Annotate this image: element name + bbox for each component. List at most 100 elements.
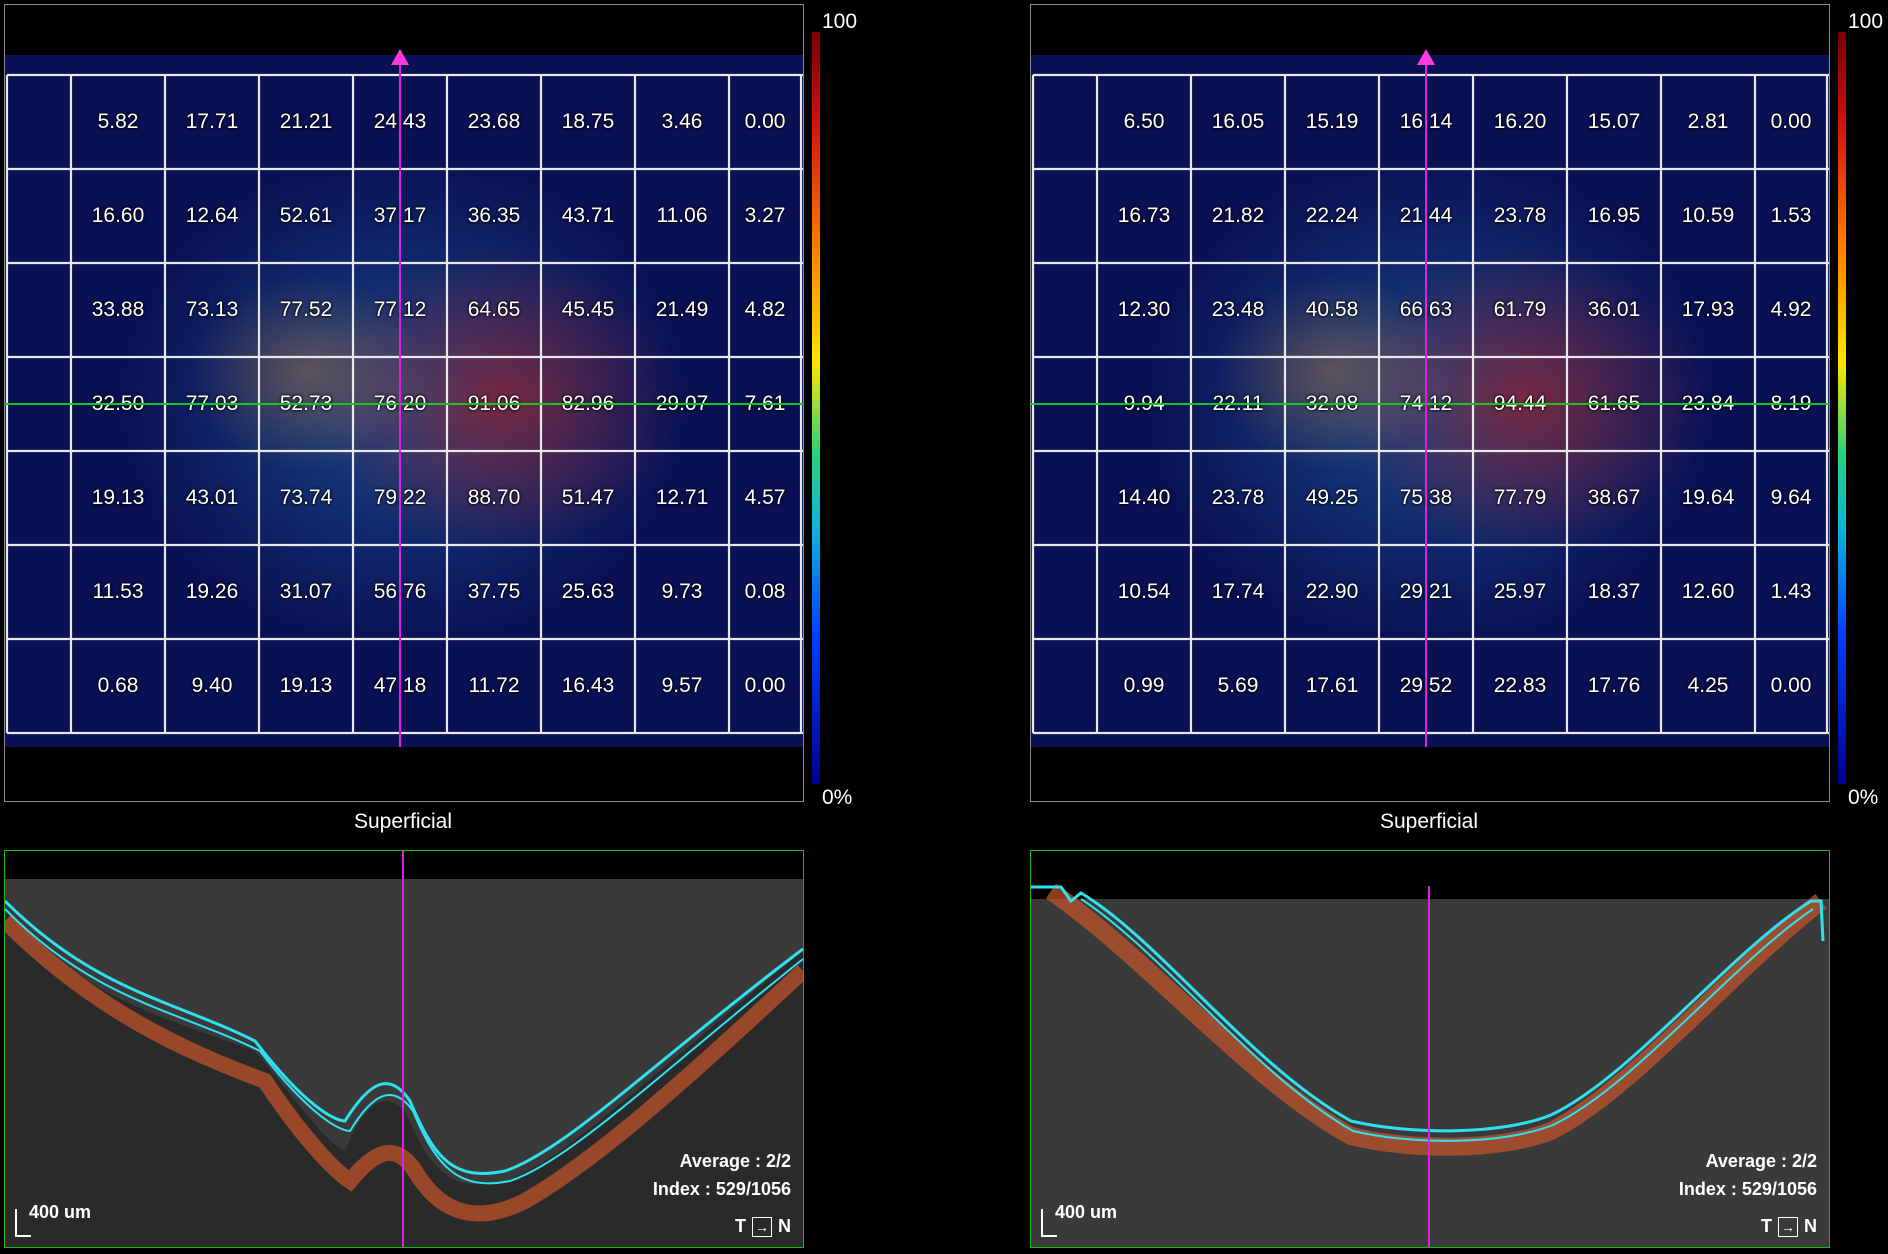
grid-cell-value: 18.75 bbox=[561, 110, 615, 133]
grid-cell-value: 5.69 bbox=[1217, 674, 1259, 697]
horizontal-scan-line bbox=[1031, 403, 1829, 405]
grid-cell-value: 38.67 bbox=[1587, 486, 1641, 509]
grid-cell-value: 16.95 bbox=[1587, 204, 1641, 227]
average-label: Average : 2/2 bbox=[679, 1151, 791, 1171]
grid-cell-value: 37.75 bbox=[467, 580, 521, 603]
grid-cell-value: 0.00 bbox=[1770, 110, 1812, 133]
grid-cell-value: 43.71 bbox=[561, 204, 615, 227]
arrow-right-icon: → bbox=[752, 1216, 772, 1237]
colorbar bbox=[1838, 32, 1846, 784]
grid-cell-value: 16.43 bbox=[561, 674, 615, 697]
grid-cell-value: 4.25 bbox=[1687, 674, 1729, 697]
grid-cell-value: 11.53 bbox=[92, 580, 144, 603]
grid-cell-value: 10.54 bbox=[1117, 580, 1171, 603]
grid-cell-value: 19.13 bbox=[279, 674, 333, 697]
grid-cell-value: 4.82 bbox=[744, 298, 786, 321]
temporal-label: T bbox=[1761, 1216, 1772, 1236]
grid-cell-value: 11.72 bbox=[468, 674, 520, 697]
grid-cell-value: 19.13 bbox=[91, 486, 145, 509]
grid-cell-value: 22.24 bbox=[1305, 204, 1359, 227]
grid-cell-value: 36.01 bbox=[1587, 298, 1641, 321]
grid-cell-value: 23.68 bbox=[467, 110, 521, 133]
grid-cell-value: 10.59 bbox=[1681, 204, 1735, 227]
grid-cell-value: 51.47 bbox=[561, 486, 615, 509]
grid-cell-value: 0.00 bbox=[744, 110, 786, 133]
grid-cell-value: 19.26 bbox=[185, 580, 239, 603]
grid-cell-value: 88.70 bbox=[467, 486, 521, 509]
grid-cell-value: 17.93 bbox=[1681, 298, 1735, 321]
grid-cell-value: 16.05 bbox=[1211, 110, 1265, 133]
grid-cell-value: 0.99 bbox=[1123, 674, 1165, 697]
grid-cell-value: 0.08 bbox=[744, 580, 786, 603]
vertical-scan-line[interactable] bbox=[1425, 55, 1427, 747]
grid-cell-value: 9.40 bbox=[191, 674, 233, 697]
orientation-indicator: T → N bbox=[1761, 1216, 1817, 1237]
grid-cell-value: 4.57 bbox=[744, 486, 786, 509]
colorbar-max: 100 bbox=[822, 10, 858, 33]
grid-cell-value: 23.78 bbox=[1211, 486, 1265, 509]
layer-label: Superficial bbox=[1379, 810, 1479, 833]
grid-cell-value: 17.76 bbox=[1587, 674, 1641, 697]
grid-cell-value: 15.07 bbox=[1587, 110, 1641, 133]
grid-cell-value: 11.06 bbox=[656, 204, 708, 227]
scale-label: 400 um bbox=[29, 1202, 92, 1222]
angiography-map[interactable]: 6.5016.0515.1916.1416.2015.072.810.0016.… bbox=[1030, 4, 1830, 802]
grid-cell-value: 14.40 bbox=[1117, 486, 1171, 509]
angiography-map[interactable]: 5.8217.7121.2124.4323.6818.753.460.0016.… bbox=[4, 4, 804, 802]
grid-cell-value: 12.60 bbox=[1681, 580, 1735, 603]
right-eye-panel: 6.5016.0515.1916.1416.2015.072.810.0016.… bbox=[1026, 0, 1888, 1254]
index-label: Index : 529/1056 bbox=[652, 1179, 791, 1199]
grid-cell-value: 12.64 bbox=[185, 204, 239, 227]
grid-cell-value: 22.83 bbox=[1493, 674, 1547, 697]
grid-cell-value: 16.73 bbox=[1117, 204, 1171, 227]
grid-cell-value: 15.19 bbox=[1305, 110, 1359, 133]
temporal-label: T bbox=[735, 1216, 746, 1236]
bscan-view[interactable]: Average : 2/2 Index : 529/1056 400 um T … bbox=[1030, 850, 1830, 1248]
grid-cell-value: 3.27 bbox=[744, 204, 786, 227]
grid-cell-value: 64.65 bbox=[467, 298, 521, 321]
colorbar-min: 0% bbox=[822, 786, 853, 809]
layer-label: Superficial bbox=[353, 810, 453, 833]
grid-cell-value: 9.57 bbox=[661, 674, 703, 697]
grid-cell-value: 3.46 bbox=[661, 110, 703, 133]
nasal-label: N bbox=[1804, 1216, 1817, 1236]
bscan-image bbox=[1031, 883, 1829, 1247]
grid-cell-value: 22.90 bbox=[1305, 580, 1359, 603]
grid-cell-value: 9.73 bbox=[661, 580, 703, 603]
scan-position-marker-icon[interactable] bbox=[391, 49, 409, 65]
scale-bar-icon bbox=[15, 1209, 31, 1237]
bscan-view[interactable]: Average : 2/2 Index : 529/1056 400 um T … bbox=[4, 850, 804, 1248]
grid-cell-value: 17.71 bbox=[185, 110, 239, 133]
grid-cell-value: 33.88 bbox=[91, 298, 145, 321]
grid-cell-value: 23.78 bbox=[1493, 204, 1547, 227]
scan-position-marker-icon[interactable] bbox=[1417, 49, 1435, 65]
index-label: Index : 529/1056 bbox=[1678, 1179, 1817, 1199]
grid-cell-value: 12.30 bbox=[1117, 298, 1171, 321]
grid-cell-value: 73.13 bbox=[185, 298, 239, 321]
grid-cell-value: 31.07 bbox=[279, 580, 333, 603]
grid-cell-value: 77.79 bbox=[1493, 486, 1547, 509]
nasal-label: N bbox=[778, 1216, 791, 1236]
vertical-scan-line[interactable] bbox=[399, 55, 401, 747]
grid-cell-value: 0.00 bbox=[1770, 674, 1812, 697]
grid-cell-value: 0.00 bbox=[744, 674, 786, 697]
vessel-density-heatmap: 6.5016.0515.1916.1416.2015.072.810.0016.… bbox=[1031, 55, 1829, 747]
grid-cell-value: 77.52 bbox=[279, 298, 333, 321]
grid-cell-value: 61.79 bbox=[1493, 298, 1547, 321]
grid-cell-value: 25.97 bbox=[1493, 580, 1547, 603]
grid-cell-value: 52.61 bbox=[279, 204, 333, 227]
grid-cell-value: 21.82 bbox=[1211, 204, 1265, 227]
grid-cell-value: 1.43 bbox=[1770, 580, 1812, 603]
grid-cell-value: 4.92 bbox=[1770, 298, 1812, 321]
grid-cell-value: 6.50 bbox=[1123, 110, 1165, 133]
grid-cell-value: 25.63 bbox=[561, 580, 615, 603]
grid-cell-value: 21.49 bbox=[655, 298, 709, 321]
grid-cell-value: 45.45 bbox=[561, 298, 615, 321]
grid-cell-value: 1.53 bbox=[1770, 204, 1812, 227]
colorbar-min: 0% bbox=[1848, 786, 1879, 809]
scale-label: 400 um bbox=[1055, 1202, 1118, 1222]
grid-cell-value: 73.74 bbox=[279, 486, 333, 509]
grid-cell-value: 49.25 bbox=[1305, 486, 1359, 509]
grid-cell-value: 19.64 bbox=[1681, 486, 1735, 509]
scale-bar-icon bbox=[1041, 1209, 1057, 1237]
